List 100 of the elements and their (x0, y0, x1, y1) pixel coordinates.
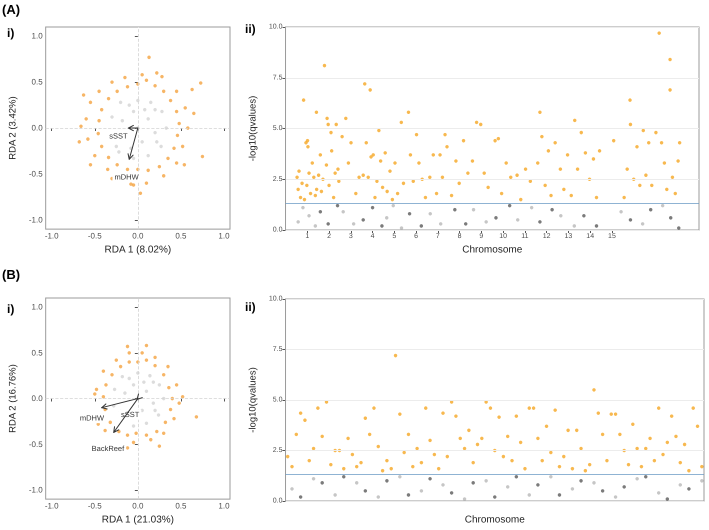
point (660, 204, 664, 208)
point (538, 220, 542, 224)
point (333, 493, 337, 497)
point (114, 358, 118, 362)
point (549, 475, 553, 479)
point (172, 146, 176, 150)
point (118, 364, 122, 368)
point (420, 489, 424, 493)
point (174, 383, 178, 387)
point (471, 481, 475, 485)
point (190, 88, 194, 92)
point (516, 218, 520, 222)
y-tick-label: 0.0 (32, 394, 44, 404)
point (112, 388, 116, 392)
point (180, 394, 184, 398)
point (127, 376, 131, 380)
point (644, 475, 648, 479)
x-axis-title: Chromosome (464, 514, 526, 526)
y-tick-label: 0.5 (32, 348, 44, 358)
point (162, 373, 166, 377)
point (428, 212, 432, 216)
point (144, 181, 148, 185)
y-tick-label: 1.0 (32, 302, 44, 312)
point (115, 163, 119, 167)
point (194, 415, 198, 419)
point (352, 222, 356, 226)
point (484, 220, 488, 224)
point (158, 164, 162, 168)
point (572, 224, 576, 228)
point (192, 112, 196, 116)
point (88, 100, 92, 104)
point (100, 108, 104, 112)
point (162, 432, 166, 436)
point (142, 108, 146, 112)
point (614, 495, 618, 499)
point (648, 208, 652, 212)
point (298, 495, 302, 499)
point (123, 391, 127, 395)
x-tick-label: -0.5 (88, 232, 102, 241)
point (559, 214, 563, 218)
y-axis-title: -log10(qvalues) (248, 367, 258, 433)
point (635, 477, 639, 481)
point (428, 477, 432, 481)
point (493, 495, 497, 499)
point (385, 479, 389, 483)
point (78, 140, 82, 144)
point (361, 218, 365, 222)
x-tick-label: 0.0 (132, 232, 144, 241)
y-axis-title: -log10(qvalues) (248, 96, 258, 162)
y-axis-title: RDA 2 (16.76%) (8, 364, 18, 433)
point (166, 156, 170, 160)
point (314, 224, 318, 228)
point (354, 481, 358, 485)
point (183, 106, 187, 110)
point (508, 204, 512, 208)
point (153, 108, 157, 112)
point (668, 216, 672, 220)
y-tick-label: 1.0 (32, 32, 44, 41)
point (550, 208, 554, 212)
point (100, 144, 104, 148)
point (484, 479, 488, 483)
point (678, 483, 682, 487)
point (384, 216, 388, 220)
point (132, 156, 136, 160)
point (700, 479, 704, 483)
point (640, 222, 644, 226)
point (162, 174, 166, 178)
point (103, 428, 107, 432)
point (117, 150, 121, 154)
point (146, 154, 150, 158)
point (102, 394, 106, 398)
y-axis-title: RDA 2 (3.42%) (8, 96, 18, 160)
point (159, 144, 163, 148)
point (155, 140, 159, 144)
point (408, 212, 412, 216)
point (342, 475, 346, 479)
point (144, 421, 148, 425)
point (134, 432, 138, 436)
point (153, 356, 157, 360)
point (93, 154, 97, 158)
x-tick-label: -1.0 (44, 502, 60, 511)
point (147, 56, 151, 60)
point (132, 383, 136, 387)
point (677, 226, 681, 230)
point (180, 144, 184, 148)
point (155, 430, 159, 434)
point (453, 208, 457, 212)
point (158, 444, 162, 448)
point (153, 84, 157, 88)
point (127, 360, 131, 364)
point (177, 122, 181, 126)
point (290, 487, 294, 491)
point (464, 222, 468, 226)
point (392, 204, 395, 208)
point (296, 220, 300, 224)
point (138, 192, 142, 196)
point (152, 380, 156, 384)
chart-title: ii) (245, 300, 256, 314)
x-tick-label: -0.5 (88, 502, 102, 511)
point (172, 416, 176, 420)
